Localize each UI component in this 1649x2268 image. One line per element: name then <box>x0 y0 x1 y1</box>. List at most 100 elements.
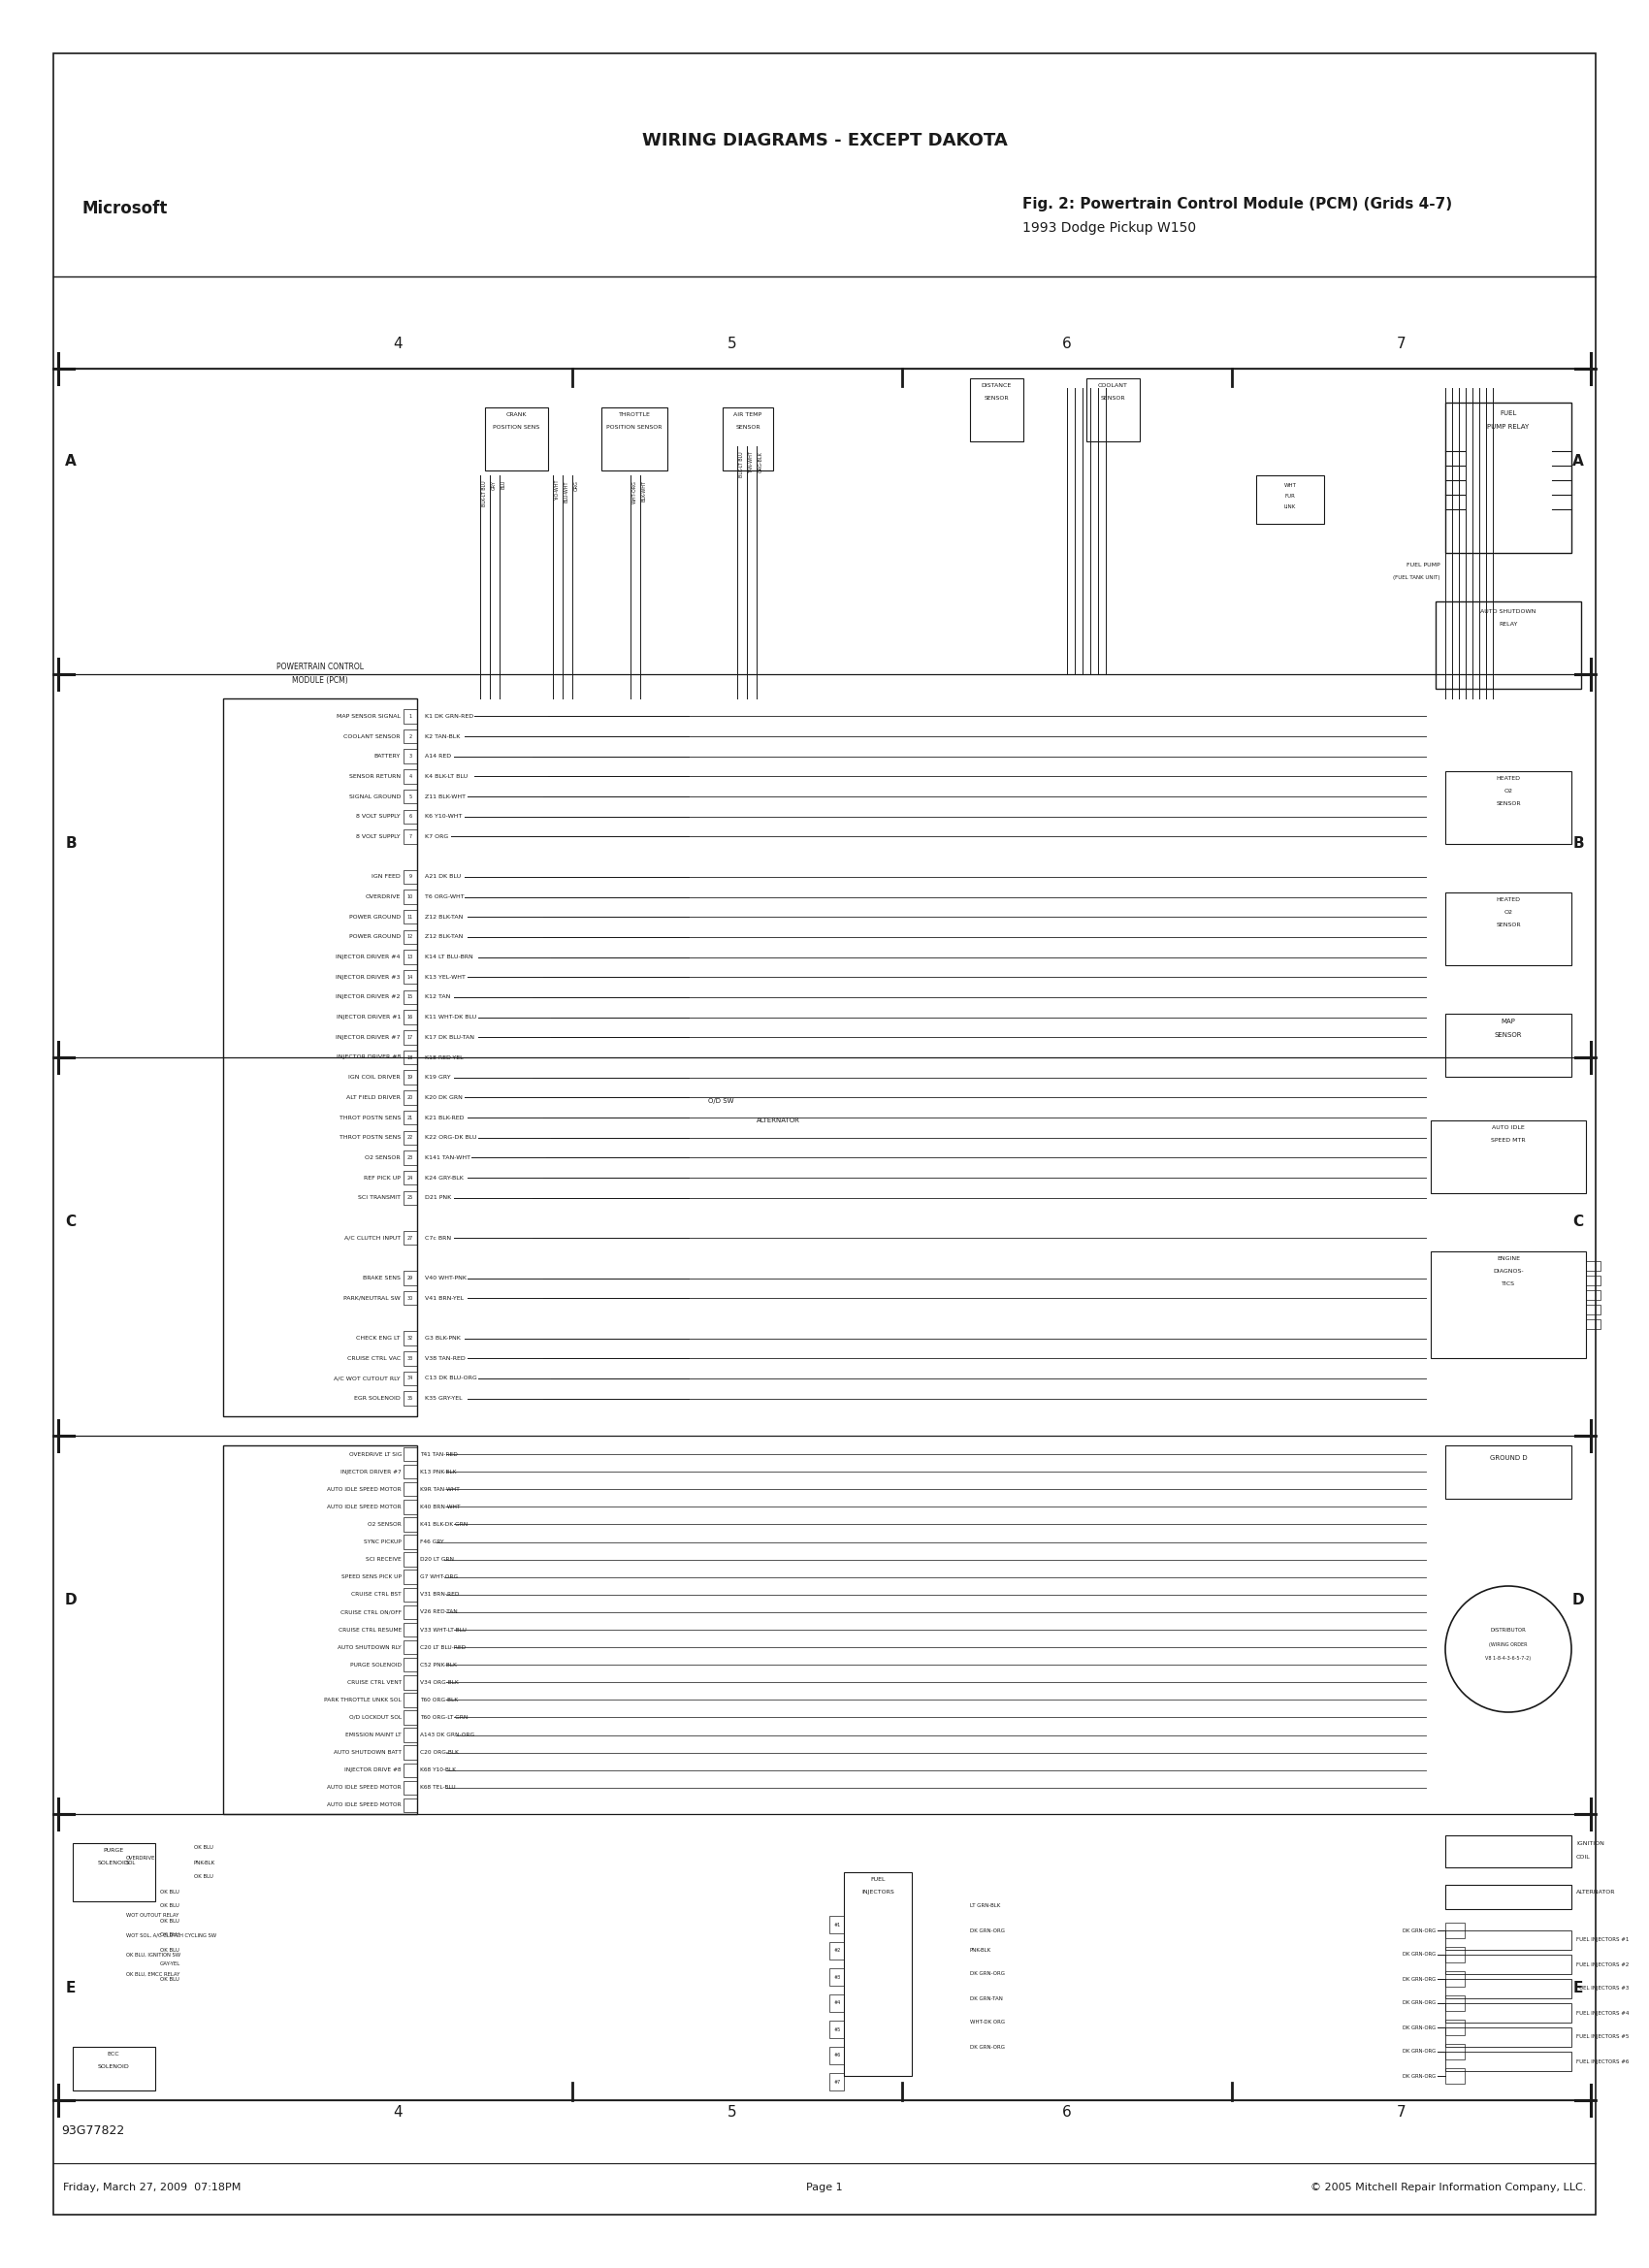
Text: G7 WHT-ORG: G7 WHT-ORG <box>420 1574 458 1579</box>
Text: FUEL INJECTORS #5: FUEL INJECTORS #5 <box>1576 2034 1629 2039</box>
Text: (WIRING ORDER: (WIRING ORDER <box>1489 1642 1527 1647</box>
Text: FUEL INJECTORS #1: FUEL INJECTORS #1 <box>1576 1937 1629 1944</box>
Bar <box>404 1499 417 1513</box>
Text: 12: 12 <box>407 934 414 939</box>
Text: #6: #6 <box>834 2053 841 2057</box>
Text: G3 BLK-PNK: G3 BLK-PNK <box>425 1336 460 1340</box>
Text: COOLANT SENSOR: COOLANT SENSOR <box>345 735 401 739</box>
Text: DISTANCE: DISTANCE <box>981 383 1011 388</box>
Bar <box>1431 1252 1586 1359</box>
Text: MODULE (PCM): MODULE (PCM) <box>292 676 348 685</box>
Text: HEATED: HEATED <box>1496 776 1520 780</box>
Text: CRUISE CTRL VENT: CRUISE CTRL VENT <box>346 1681 402 1685</box>
Bar <box>73 2046 155 2091</box>
Text: ECC: ECC <box>107 2053 120 2057</box>
Text: LT GRN-BLK: LT GRN-BLK <box>970 1903 1001 1910</box>
Bar <box>1445 2068 1464 2084</box>
Text: OK BLU: OK BLU <box>160 1975 180 1982</box>
Text: 34: 34 <box>407 1377 414 1381</box>
Bar <box>404 991 417 1005</box>
Text: D: D <box>64 1594 78 1608</box>
Text: D20 LT GRN: D20 LT GRN <box>420 1558 453 1563</box>
Text: 2: 2 <box>409 735 412 739</box>
Text: K24 GRY-BLK: K24 GRY-BLK <box>425 1175 463 1179</box>
Bar <box>404 869 417 885</box>
Text: WHT: WHT <box>1285 483 1296 488</box>
Text: OVERDRIVE
SOL: OVERDRIVE SOL <box>125 1855 155 1867</box>
Bar <box>1436 601 1581 689</box>
Bar <box>1257 476 1324 524</box>
Bar <box>829 1941 844 1960</box>
Text: K17 DK BLU-TAN: K17 DK BLU-TAN <box>425 1034 475 1039</box>
Text: OK BLU: OK BLU <box>195 1846 213 1851</box>
Bar <box>404 1588 417 1601</box>
Text: SPEED SENS PICK UP: SPEED SENS PICK UP <box>341 1574 402 1579</box>
Text: INJECTOR DRIVER #4: INJECTOR DRIVER #4 <box>336 955 401 959</box>
Bar <box>970 379 1024 442</box>
Text: PURGE SOLENOID: PURGE SOLENOID <box>350 1662 402 1667</box>
Text: PARK THROTTLE UNKK SOL: PARK THROTTLE UNKK SOL <box>325 1696 402 1703</box>
Bar <box>1445 1923 1464 1939</box>
Text: AUTO IDLE SPEED MOTOR: AUTO IDLE SPEED MOTOR <box>327 1803 402 1808</box>
Text: T6 ORG-WHT: T6 ORG-WHT <box>425 894 465 898</box>
Bar <box>404 1692 417 1708</box>
Text: GROUND D: GROUND D <box>1489 1456 1527 1461</box>
Text: INJECTORS: INJECTORS <box>861 1889 894 1894</box>
Text: V26 RED-TAN: V26 RED-TAN <box>420 1610 457 1615</box>
Text: BATTERY: BATTERY <box>374 753 401 760</box>
Text: C20 LT BLU-RED: C20 LT BLU-RED <box>420 1644 465 1649</box>
Text: C: C <box>66 1216 76 1229</box>
Text: K4 BLK-LT BLU: K4 BLK-LT BLU <box>425 773 468 778</box>
Text: A: A <box>64 454 76 467</box>
Bar <box>404 1372 417 1386</box>
Text: CRUISE CTRL RESUME: CRUISE CTRL RESUME <box>338 1626 402 1633</box>
Text: SYNC PICKUP: SYNC PICKUP <box>364 1540 402 1545</box>
Text: TAN-WHT: TAN-WHT <box>749 451 754 474</box>
Text: 32: 32 <box>407 1336 414 1340</box>
Text: A21 DK BLU: A21 DK BLU <box>425 875 460 880</box>
Bar <box>404 810 417 823</box>
Text: SOLENOID: SOLENOID <box>97 2064 129 2068</box>
Text: K68 Y10-BLK: K68 Y10-BLK <box>420 1767 455 1774</box>
Text: 33: 33 <box>407 1356 414 1361</box>
Text: 9: 9 <box>409 875 412 880</box>
Bar <box>404 1232 417 1245</box>
Text: 93G77822: 93G77822 <box>61 2125 124 2136</box>
Bar <box>404 1554 417 1567</box>
Bar <box>404 1606 417 1619</box>
Text: 19: 19 <box>407 1075 414 1080</box>
Text: AUTO IDLE: AUTO IDLE <box>1492 1125 1525 1129</box>
Text: TICS: TICS <box>1502 1281 1515 1286</box>
Text: O2: O2 <box>1504 909 1512 914</box>
Text: ORG-BLK: ORG-BLK <box>759 451 763 472</box>
Bar <box>404 710 417 723</box>
Text: POWER GROUND: POWER GROUND <box>350 934 401 939</box>
Text: D: D <box>1571 1594 1585 1608</box>
Bar <box>829 1969 844 1987</box>
Bar <box>404 1352 417 1365</box>
Text: SCI TRANSMIT: SCI TRANSMIT <box>358 1195 401 1200</box>
Text: GAY-YEL: GAY-YEL <box>160 1962 181 1966</box>
Text: DK GRN-ORG: DK GRN-ORG <box>1403 2050 1436 2055</box>
Text: K141 TAN-WHT: K141 TAN-WHT <box>425 1154 470 1161</box>
Text: 3: 3 <box>409 753 412 760</box>
Bar <box>1445 1930 1571 1950</box>
Text: EMISSION MAINT LT: EMISSION MAINT LT <box>346 1733 402 1737</box>
Text: BLK-LT BLU: BLK-LT BLU <box>482 481 486 506</box>
Text: ENGINE: ENGINE <box>1497 1256 1520 1261</box>
Text: O/D LOCKOUT SOL: O/D LOCKOUT SOL <box>350 1715 402 1719</box>
Bar <box>404 1009 417 1025</box>
Text: K40 BRN-WHT: K40 BRN-WHT <box>420 1504 460 1508</box>
Text: C13 DK BLU-ORG: C13 DK BLU-ORG <box>425 1377 477 1381</box>
Bar <box>1445 2043 1464 2059</box>
Text: O2: O2 <box>1504 789 1512 794</box>
Text: THROTTLE: THROTTLE <box>618 413 650 417</box>
Text: 25: 25 <box>407 1195 414 1200</box>
Text: WHT-ORG: WHT-ORG <box>633 481 637 503</box>
Bar <box>829 2046 844 2064</box>
Text: ORG: ORG <box>574 481 579 490</box>
Text: INJECTOR DRIVER #7: INJECTOR DRIVER #7 <box>341 1470 402 1474</box>
Bar <box>829 1994 844 2012</box>
Text: 10: 10 <box>407 894 414 898</box>
Bar <box>404 1640 417 1653</box>
